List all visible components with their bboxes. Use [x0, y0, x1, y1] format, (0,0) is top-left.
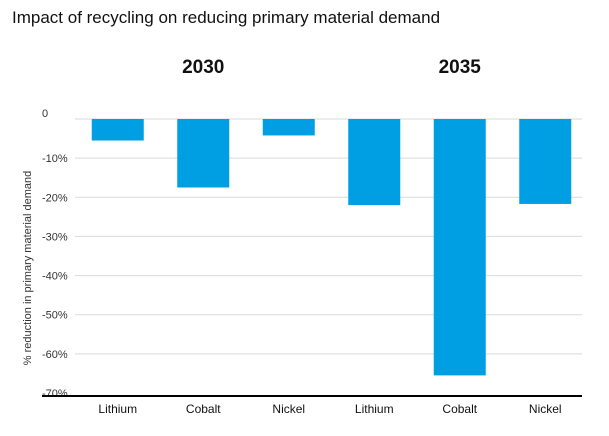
y-tick-label: 0 [42, 108, 48, 120]
y-tick-label: -30% [42, 231, 68, 243]
y-axis-label: % reduction in primary material demand [22, 171, 34, 365]
x-tick-label: Cobalt [442, 402, 477, 416]
group-label: 2030 [182, 57, 224, 78]
x-tick-label: Lithium [355, 402, 394, 416]
y-tick-label: -20% [42, 192, 68, 204]
y-tick-label: -10% [42, 153, 68, 165]
x-tick-label: Lithium [98, 402, 137, 416]
bar [433, 119, 486, 376]
bar [519, 119, 572, 204]
y-tick-label: -70% [42, 388, 68, 400]
y-tick-label: -50% [42, 310, 68, 322]
x-tick-label: Nickel [529, 402, 562, 416]
bar [91, 119, 144, 141]
bar [348, 119, 401, 206]
x-tick-label: Nickel [272, 402, 305, 416]
y-tick-label: -60% [42, 349, 68, 361]
chart-title: Impact of recycling on reducing primary … [12, 8, 440, 27]
bar [177, 119, 230, 188]
y-tick-label: -40% [42, 271, 68, 283]
bar [262, 119, 315, 136]
group-label: 2035 [439, 57, 482, 78]
x-tick-label: Cobalt [186, 402, 221, 416]
